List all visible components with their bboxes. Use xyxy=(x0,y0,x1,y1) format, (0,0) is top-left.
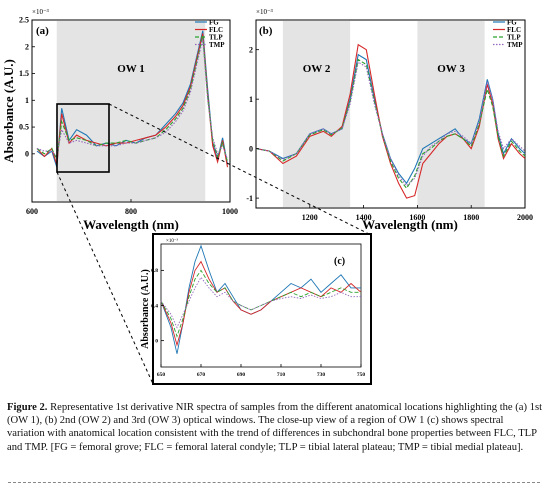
panel-b-label: (b) xyxy=(259,25,273,37)
x-tick-label: 690 xyxy=(237,372,246,378)
series-line xyxy=(160,276,361,329)
legend-label: FG xyxy=(209,19,219,27)
x-tick-label: 670 xyxy=(197,372,206,378)
x-tick-label: 730 xyxy=(317,372,326,378)
series-line xyxy=(160,260,362,347)
panel-a-ylabel: Absorbance (A.U.) xyxy=(1,59,16,163)
x-tick-label: 710 xyxy=(277,372,286,378)
zoom-box xyxy=(56,103,110,173)
series-line xyxy=(36,38,229,160)
shaded-region xyxy=(417,21,485,207)
legend-label: TMP xyxy=(507,41,523,49)
panel-b: OW 2 OW 3 (b) ×10⁻³ 1200 1400 1600 1800 2000 -… xyxy=(246,8,533,232)
legend-label: FLC xyxy=(209,26,223,34)
x-tick-label: 1000 xyxy=(222,207,238,216)
x-tick-label: 1800 xyxy=(463,213,479,222)
caption-label: Figure 2. xyxy=(7,402,48,413)
y-tick-label: 2 xyxy=(249,45,253,54)
y-tick-label: 2.5 xyxy=(19,16,29,25)
y-tick-label: 0 xyxy=(249,144,253,153)
series-line xyxy=(255,58,526,190)
y-tick-label: 2 xyxy=(25,42,29,51)
x-tick-label: 1200 xyxy=(302,213,318,222)
panel-c-exponent: ×10⁻³ xyxy=(166,238,178,244)
x-tick-label: 1400 xyxy=(356,213,372,222)
panel-a-exponent: ×10⁻³ xyxy=(32,8,49,16)
connector-line-right xyxy=(108,103,372,236)
panel-a-xlabel: Wavelength (nm) xyxy=(83,217,179,232)
legend-label: TMP xyxy=(209,41,225,49)
panel-c-ylabel: Absorbance (A.U.) xyxy=(140,269,151,349)
y-tick-label: 0.4 xyxy=(151,303,158,309)
connector-line-left xyxy=(56,171,154,385)
shaded-region-label: OW 2 xyxy=(303,63,331,75)
legend-label: TLP xyxy=(209,34,223,42)
y-tick-label: -1 xyxy=(246,194,253,203)
panel-c: (c) ×10⁻³ 650 670 690 710 730 750 0 0.4 0.8 Abso… xyxy=(140,233,372,385)
x-tick-label: 600 xyxy=(26,207,38,216)
shaded-region xyxy=(282,21,351,207)
panel-c-label: (c) xyxy=(334,256,345,267)
series-line xyxy=(255,43,526,199)
legend-label: FLC xyxy=(507,26,521,34)
legend-label: FG xyxy=(507,19,517,27)
legend-label: TLP xyxy=(507,34,521,42)
x-tick-label: 650 xyxy=(157,372,166,378)
y-tick-label: 0.8 xyxy=(151,268,158,274)
shaded-region-label: OW 3 xyxy=(437,63,465,75)
x-tick-label: 750 xyxy=(357,372,366,378)
shaded-region xyxy=(56,21,206,201)
bottom-dashed-rule xyxy=(8,482,540,483)
figure-2: OW 1 (a) ×10⁻³ 600 800 1000 0 0.5 1 1.5 2 2.5 Wa… xyxy=(1,8,533,385)
y-tick-label: 0.5 xyxy=(19,123,29,132)
y-tick-label: 1 xyxy=(25,96,29,105)
figure-caption: Figure 2. Representative 1st derivative … xyxy=(7,401,543,454)
panel-b-xlabel: Wavelength (nm) xyxy=(362,217,458,232)
panel-b-exponent: ×10⁻³ xyxy=(256,8,273,16)
x-tick-label: 1600 xyxy=(409,213,425,222)
caption-text: Representative 1st derivative NIR spectr… xyxy=(7,402,543,453)
x-tick-label: 800 xyxy=(125,207,137,216)
shaded-region-label: OW 1 xyxy=(117,63,145,75)
y-tick-label: 0 xyxy=(25,149,29,158)
y-tick-label: 1 xyxy=(249,95,253,104)
y-tick-label: 1.5 xyxy=(19,69,29,78)
panel-a: OW 1 (a) ×10⁻³ 600 800 1000 0 0.5 1 1.5 2 2.5 Wa… xyxy=(1,8,238,232)
x-tick-label: 2000 xyxy=(517,213,533,222)
series-line xyxy=(255,61,526,187)
y-tick-label: 0 xyxy=(155,338,158,344)
panel-a-label: (a) xyxy=(36,25,49,37)
